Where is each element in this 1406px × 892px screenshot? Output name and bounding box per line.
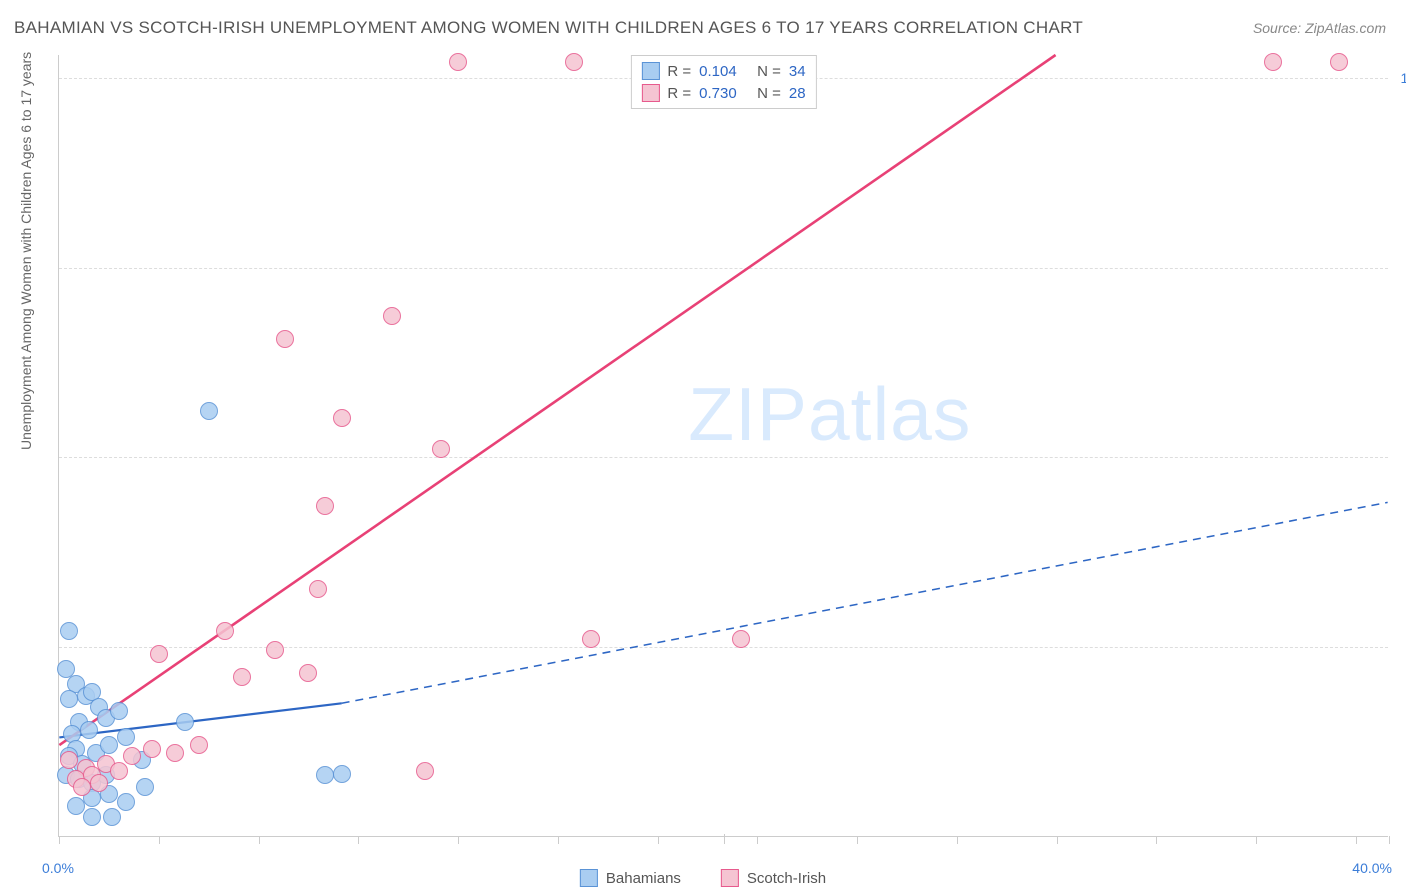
data-point	[333, 409, 351, 427]
data-point	[316, 766, 334, 784]
y-axis-label: Unemployment Among Women with Children A…	[18, 52, 34, 450]
n-label: N =	[757, 85, 781, 102]
data-point	[60, 751, 78, 769]
x-tick	[59, 836, 60, 844]
trendlines-layer	[59, 55, 1388, 836]
n-label: N =	[757, 63, 781, 80]
data-point	[190, 736, 208, 754]
data-point	[432, 440, 450, 458]
n-value: 34	[789, 63, 806, 80]
legend-swatch	[721, 869, 739, 887]
legend-swatch	[580, 869, 598, 887]
r-value: 0.104	[699, 63, 749, 80]
x-tick	[358, 836, 359, 844]
data-point	[100, 736, 118, 754]
data-point	[67, 797, 85, 815]
legend-series-item: Bahamians	[580, 869, 681, 887]
data-point	[150, 645, 168, 663]
x-tick	[658, 836, 659, 844]
data-point	[299, 664, 317, 682]
x-tick	[757, 836, 758, 844]
data-point	[582, 630, 600, 648]
data-point	[117, 728, 135, 746]
data-point	[333, 765, 351, 783]
r-label: R =	[667, 63, 691, 80]
legend-swatch	[641, 84, 659, 102]
data-point	[383, 307, 401, 325]
data-point	[266, 641, 284, 659]
legend-series-item: Scotch-Irish	[721, 869, 826, 887]
data-point	[136, 778, 154, 796]
n-value: 28	[789, 85, 806, 102]
data-point	[565, 53, 583, 71]
r-value: 0.730	[699, 85, 749, 102]
data-point	[732, 630, 750, 648]
data-point	[200, 402, 218, 420]
data-point	[83, 808, 101, 826]
data-point	[103, 808, 121, 826]
x-tick	[1156, 836, 1157, 844]
data-point	[73, 778, 91, 796]
data-point	[416, 762, 434, 780]
chart-title: BAHAMIAN VS SCOTCH-IRISH UNEMPLOYMENT AM…	[14, 18, 1083, 38]
data-point	[60, 622, 78, 640]
data-point	[1264, 53, 1282, 71]
data-point	[90, 774, 108, 792]
correlation-legend: R = 0.104 N = 34 R = 0.730 N = 28	[630, 55, 816, 109]
data-point	[166, 744, 184, 762]
data-point	[176, 713, 194, 731]
data-point	[316, 497, 334, 515]
x-tick	[1057, 836, 1058, 844]
data-point	[449, 53, 467, 71]
data-point	[1330, 53, 1348, 71]
x-tick	[957, 836, 958, 844]
series-legend: Bahamians Scotch-Irish	[580, 869, 826, 887]
data-point	[80, 721, 98, 739]
x-tick	[857, 836, 858, 844]
data-point	[110, 702, 128, 720]
x-tick	[259, 836, 260, 844]
data-point	[60, 690, 78, 708]
data-point	[216, 622, 234, 640]
data-point	[276, 330, 294, 348]
data-point	[143, 740, 161, 758]
data-point	[309, 580, 327, 598]
r-label: R =	[667, 85, 691, 102]
chart-header: BAHAMIAN VS SCOTCH-IRISH UNEMPLOYMENT AM…	[14, 18, 1386, 38]
data-point	[110, 762, 128, 780]
y-tick-label: 100.0%	[1401, 70, 1406, 86]
x-tick	[458, 836, 459, 844]
x-axis-origin-label: 0.0%	[42, 860, 74, 876]
x-tick	[1356, 836, 1357, 844]
legend-series-label: Scotch-Irish	[747, 870, 826, 887]
data-point	[117, 793, 135, 811]
x-axis-max-label: 40.0%	[1352, 860, 1392, 876]
x-tick	[1389, 836, 1390, 844]
legend-series-label: Bahamians	[606, 870, 681, 887]
source-label: Source: ZipAtlas.com	[1253, 20, 1386, 36]
scatter-chart: ZIPatlas R =0.104N =34R =0.730N =28 25.0…	[58, 55, 1388, 837]
legend-swatch	[641, 62, 659, 80]
x-tick	[159, 836, 160, 844]
legend-correlation-row: R = 0.104 N = 34	[641, 60, 805, 82]
data-point	[233, 668, 251, 686]
trendline-dashed	[342, 502, 1388, 703]
data-point	[123, 747, 141, 765]
x-tick	[558, 836, 559, 844]
trendline-solid	[59, 55, 1055, 745]
x-tick	[1256, 836, 1257, 844]
legend-correlation-row: R = 0.730 N = 28	[641, 82, 805, 104]
